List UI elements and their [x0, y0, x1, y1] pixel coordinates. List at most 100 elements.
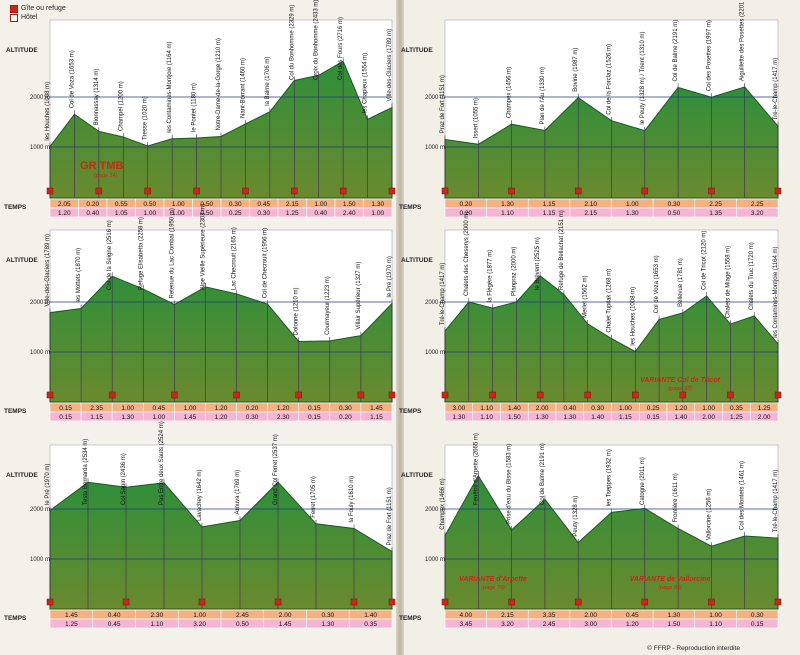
altitude-axis-label: ALTITUDE — [401, 257, 433, 264]
time-value-up: 0.15 — [647, 414, 660, 421]
place-label: le Pré (1970 m) — [45, 464, 51, 505]
time-value-down: 0.35 — [730, 405, 743, 412]
time-value-up: 1.45 — [184, 414, 197, 421]
variant-label: VARIANTE Col de Tricot — [640, 377, 721, 384]
place-label: Issert (1055 m) — [473, 98, 479, 138]
variant-sub: (page 79) — [481, 585, 505, 591]
tick-label-2000: 2000 m — [425, 95, 445, 101]
time-value-up: 0.15 — [308, 414, 321, 421]
time-value-up: 0.35 — [364, 621, 377, 628]
time-value-down: 2.45 — [236, 612, 249, 619]
time-value-down: 0.45 — [152, 405, 165, 412]
place-label: Aiguillette des Posettes (2201 m) — [740, 0, 746, 81]
altitude-axis-label: ALTITUDE — [401, 472, 433, 479]
refuge-marker — [774, 187, 782, 195]
time-value-down: 0.30 — [751, 612, 764, 619]
place-label: Praz de Fort (1151 m) — [440, 75, 446, 133]
time-value-down: 2.35 — [90, 405, 103, 412]
refuge-marker — [679, 391, 687, 399]
place-label: Ville-des-Glaciers (1789 m) — [387, 29, 393, 102]
place-label: Col de la Forclaz (1526 m) — [607, 44, 613, 115]
refuge-marker — [441, 391, 449, 399]
altitude-axis-label: ALTITUDE — [401, 47, 433, 54]
time-value-down: 0.30 — [591, 405, 604, 412]
place-label: les Contamines-Montjoie (1164 m) — [167, 42, 173, 133]
time-value-up: 1.25 — [730, 414, 743, 421]
place-label: Chalets de Miage (1558 m) — [725, 246, 731, 318]
time-value-up: 1.20 — [215, 414, 228, 421]
place-label: Planpraz (2000 m) — [511, 247, 517, 296]
refuge-marker — [350, 598, 358, 606]
place-label: les Houches (1008 m) — [630, 287, 636, 346]
refuge-marker — [233, 391, 240, 399]
time-value-up: 0.15 — [59, 414, 72, 421]
place-label: Col de Tricot (2120 m) — [702, 231, 708, 290]
place-label: Fenêtre d'Arpette (2665 m) — [473, 433, 479, 505]
place-label: Tresse (1020 m) — [143, 96, 149, 140]
place-label: Lac Checrouit (2165 m) — [232, 227, 238, 290]
place-label: Chalets du Truc (1720 m) — [749, 242, 755, 310]
altitude-axis-label: ALTITUDE — [6, 257, 38, 264]
refuge-marker — [242, 187, 249, 195]
time-value-up: 0.25 — [229, 210, 242, 217]
time-value-down: 2.15 — [286, 201, 299, 208]
time-value-up: 0.50 — [236, 621, 249, 628]
time-value-up: 2.30 — [277, 414, 290, 421]
profile-panel-p1: ALTITUDE 2000 m 1000 m les Houches (1008 m)… — [4, 0, 396, 218]
place-label: Pas Entre deux Sauts (2524 m) — [159, 421, 165, 505]
place-label: Tré-le-Champ (1417 m) — [773, 58, 779, 120]
place-label: Croix du Bonhomme (2433 m) — [314, 0, 320, 80]
legend-item-refuge: Gîte ou refuge — [10, 4, 66, 13]
time-value-up: 0.40 — [314, 210, 327, 217]
time-value-down: 0.40 — [564, 405, 577, 412]
time-value-down: 0.15 — [59, 405, 72, 412]
time-value-up: 0.45 — [108, 621, 121, 628]
time-value-down: 1.45 — [370, 405, 383, 412]
time-value-down: 0.25 — [647, 405, 660, 412]
time-value-up: 1.15 — [90, 414, 103, 421]
time-value-down: 1.10 — [480, 405, 493, 412]
place-label: le Peuty (1328 m) / Trient (1310 m) — [640, 32, 646, 125]
refuge-marker — [708, 187, 715, 195]
place-label: le Brévent (2525 m) — [535, 237, 541, 290]
refuge-marker — [122, 598, 130, 606]
refuge-marker — [584, 391, 591, 399]
time-value-down: 0.15 — [308, 405, 321, 412]
time-value-up: 1.25 — [286, 210, 299, 217]
time-value-up: 1.25 — [65, 621, 78, 628]
tick-label-1000: 1000 m — [30, 557, 50, 563]
refuge-marker — [641, 187, 649, 195]
time-value-down: 0.20 — [246, 405, 259, 412]
time-value-up: 1.10 — [151, 621, 164, 628]
variant-sub: (page 83) — [658, 585, 682, 591]
variant-sub: (page 37) — [668, 386, 692, 392]
place-label: Dolonne (1210 m) — [294, 287, 300, 335]
legend-item-hotel: Hôtel — [10, 13, 66, 22]
refuge-marker — [574, 598, 582, 606]
place-label: Alpe Vieille Supérieure (2303 m) — [201, 204, 207, 290]
place-label: Nant-Borrant (1460 m) — [240, 58, 246, 118]
profile-panel-p6: ALTITUDE 2000 m 1000 m Champex (1466 m) Fenê… — [399, 433, 782, 629]
time-value-up: 2.00 — [702, 414, 715, 421]
altitude-axis-label: ALTITUDE — [6, 47, 38, 54]
time-cell-up — [348, 618, 393, 629]
time-value-down: 0.40 — [108, 612, 121, 619]
place-label: Col de Voza (1653 m) — [654, 255, 660, 313]
refuge-marker — [108, 391, 116, 399]
profile-panel-p4: ALTITUDE 2000 m 1000 m Tré-le-Champ (1417 m… — [399, 210, 782, 422]
time-value-up: 1.30 — [536, 414, 549, 421]
time-value-up: 0.30 — [246, 414, 259, 421]
time-value-down: 1.00 — [709, 612, 722, 619]
place-label: Refuge de Bellachat (2151 m) — [559, 210, 565, 290]
place-label: les Houches (1008 m) — [45, 82, 51, 141]
legend-label: Hôtel — [21, 14, 38, 21]
place-label: Bionnassay (1314 m) — [94, 69, 100, 126]
time-value-up: 1.40 — [591, 414, 604, 421]
place-label: les Mottets (1870 m) — [76, 248, 82, 303]
time-value-down: 3.00 — [453, 405, 466, 412]
tick-label-1000: 1000 m — [425, 145, 445, 151]
time-value-up: 1.15 — [619, 414, 632, 421]
refuge-marker — [171, 391, 178, 399]
time-value-up: 2.15 — [584, 210, 597, 217]
